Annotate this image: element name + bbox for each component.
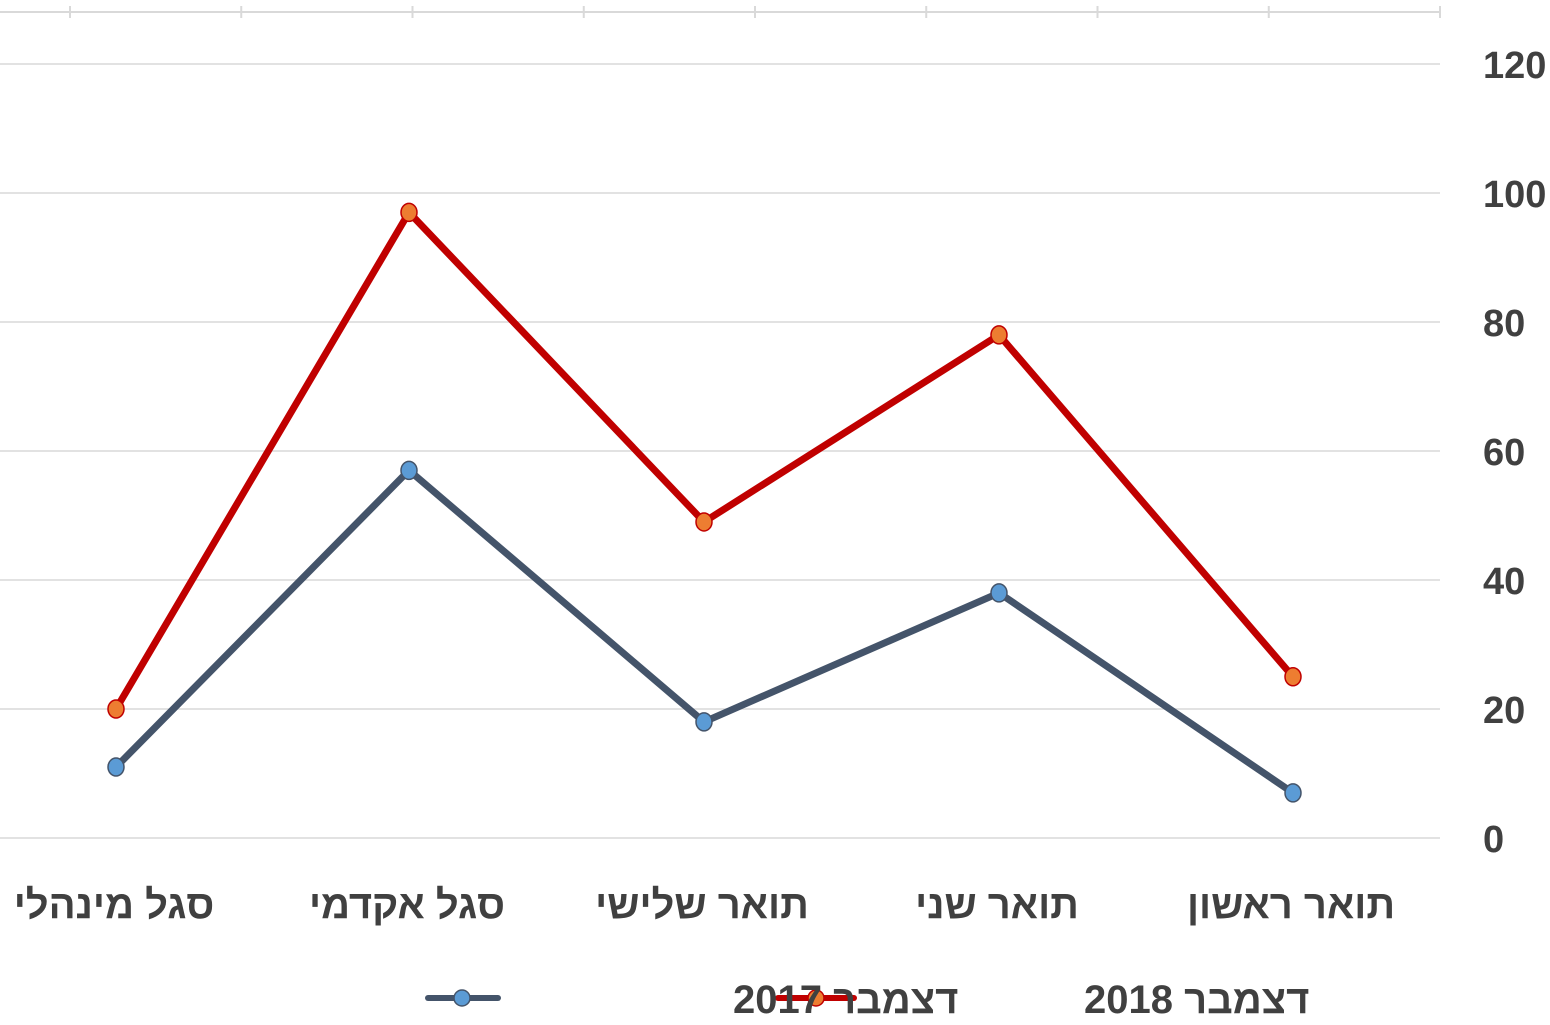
legend: דצמבר 2018 דצמבר 2017 bbox=[425, 978, 1309, 1022]
plot-area bbox=[107, 202, 1302, 803]
legend-label-2018: דצמבר 2018 bbox=[1084, 978, 1309, 1020]
x-axis: תואר ראשון תואר שני תואר שלישי סגל אקדמי סגל… bbox=[14, 883, 1395, 927]
data-point bbox=[990, 325, 1008, 345]
y-tick-label: 20 bbox=[1483, 690, 1525, 732]
data-point bbox=[1284, 783, 1302, 803]
data-point bbox=[990, 583, 1008, 603]
legend-item-2017: דצמבר 2017 bbox=[425, 978, 958, 1022]
x-tick-label: סגל אקדמי bbox=[309, 883, 505, 927]
data-point bbox=[1284, 667, 1302, 687]
data-point bbox=[107, 757, 125, 777]
y-tick-label: 40 bbox=[1483, 561, 1525, 603]
y-tick-label: 100 bbox=[1483, 174, 1546, 216]
data-point bbox=[695, 512, 713, 532]
gridlines bbox=[0, 6, 1441, 839]
data-point bbox=[695, 712, 713, 732]
legend-item-2018: דצמבר 2018 bbox=[775, 978, 1309, 1022]
legend-label-2017: דצמבר 2017 bbox=[733, 978, 958, 1020]
x-tick-label: תואר שלישי bbox=[595, 883, 809, 927]
y-tick-label: 120 bbox=[1483, 45, 1546, 87]
x-tick-label: תואר שני bbox=[915, 883, 1079, 927]
x-tick-label: תואר ראשון bbox=[1187, 883, 1395, 927]
y-axis: 0 20 40 60 80 100 120 bbox=[1483, 45, 1546, 861]
y-tick-label: 80 bbox=[1483, 303, 1525, 345]
y-tick-label: 0 bbox=[1483, 819, 1504, 861]
data-point bbox=[400, 202, 418, 223]
data-point bbox=[400, 460, 418, 481]
legend-marker-2018 bbox=[807, 989, 825, 1007]
data-point bbox=[107, 699, 125, 719]
y-tick-label: 60 bbox=[1483, 432, 1525, 474]
series-2017 bbox=[107, 460, 1302, 803]
series-line bbox=[112, 208, 1297, 713]
legend-marker-2017 bbox=[453, 989, 471, 1007]
series-2018 bbox=[107, 202, 1302, 719]
x-tick-label: סגל מינהלי bbox=[14, 883, 215, 927]
